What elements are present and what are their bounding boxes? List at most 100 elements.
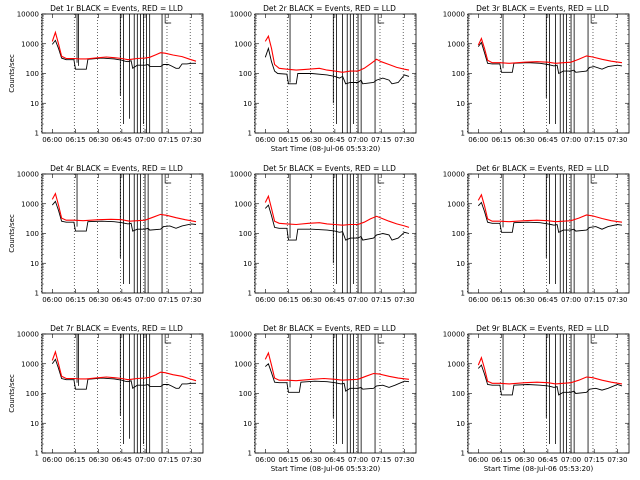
x-tick-label: 06:15 [278, 136, 298, 144]
y-axis-label: Counts/sec [8, 54, 16, 93]
x-tick-label: 07:00 [561, 136, 581, 144]
detector-panel: Det 4r BLACK = Events, RED = LLD 1 10 100 10… [0, 160, 213, 320]
x-tick-label: 06:45 [112, 136, 132, 144]
x-tick-label: 07:00 [561, 296, 581, 304]
x-tick-label: 07:15 [584, 136, 604, 144]
y-tick-label: 1000 [21, 40, 39, 48]
panel-title: Det 7r BLACK = Events, RED = LLD [50, 324, 183, 333]
x-tick-label: 06:45 [325, 456, 345, 464]
y-tick-label: 100 [26, 390, 39, 398]
y-tick-label: 10000 [230, 171, 252, 179]
x-axis-label: Start Time (08-Jul-06 05:53:20) [271, 145, 381, 153]
y-tick-label: 1000 [447, 200, 465, 208]
events-series-line [264, 204, 410, 241]
panel-svg: Det 4r BLACK = Events, RED = LLD 1 10 100 10… [8, 164, 204, 304]
flag-marker [590, 334, 598, 344]
plot-area [51, 14, 197, 133]
plot-frame [41, 13, 204, 134]
panel-title: Det 3r BLACK = Events, RED = LLD [476, 4, 609, 13]
x-tick-label: 06:15 [491, 136, 511, 144]
panel-svg: Det 1r BLACK = Events, RED = LLD 1 10 100 10… [8, 4, 204, 144]
lld-series-line [51, 192, 197, 223]
events-series-line [51, 200, 197, 232]
y-tick-label: 1 [35, 130, 39, 138]
x-tick-label: 06:00 [468, 136, 488, 144]
y-tick-label: 10 [456, 260, 465, 268]
x-tick-label: 06:00 [255, 456, 275, 464]
panel-title: Det 9r BLACK = Events, RED = LLD [476, 324, 609, 333]
flag-marker [377, 174, 385, 184]
panel-title: Det 8r BLACK = Events, RED = LLD [263, 324, 396, 333]
panel-title: Det 6r BLACK = Events, RED = LLD [476, 164, 609, 173]
y-tick-label: 10000 [230, 11, 252, 19]
x-tick-label: 06:00 [255, 296, 275, 304]
y-tick-label: 1000 [234, 360, 252, 368]
plot-frame [467, 173, 630, 294]
x-tick-label: 07:00 [561, 456, 581, 464]
x-tick-label: 06:45 [325, 296, 345, 304]
detector-panel: Det 3r BLACK = Events, RED = LLD 1 10 100 10… [426, 0, 639, 160]
lld-series-line [477, 356, 623, 385]
lld-series-line [477, 193, 623, 223]
detector-panel: Det 1r BLACK = Events, RED = LLD 1 10 100 10… [0, 0, 213, 160]
y-tick-label: 100 [239, 70, 252, 78]
x-tick-label: 06:15 [65, 136, 85, 144]
x-tick-label: 07:30 [607, 456, 627, 464]
events-series-line [51, 358, 196, 390]
y-tick-label: 100 [26, 230, 39, 238]
panel-svg: Det 2r BLACK = Events, RED = LLD 1 10 100 10… [230, 4, 417, 153]
x-tick-label: 07:00 [135, 456, 155, 464]
panel-svg: Det 7r BLACK = Events, RED = LLD 1 10 100 10… [8, 324, 204, 464]
x-tick-label: 07:15 [158, 136, 178, 144]
y-tick-label: 1 [461, 450, 465, 458]
y-tick-label: 10 [456, 100, 465, 108]
x-tick-label: 06:45 [112, 456, 132, 464]
x-tick-label: 06:00 [468, 296, 488, 304]
x-tick-label: 06:45 [538, 456, 558, 464]
x-tick-label: 07:15 [584, 296, 604, 304]
x-tick-label: 07:15 [371, 456, 391, 464]
x-tick-label: 06:30 [515, 136, 535, 144]
x-tick-label: 06:00 [42, 136, 62, 144]
events-series-line [264, 46, 410, 85]
x-tick-label: 06:30 [89, 296, 109, 304]
x-tick-label: 06:45 [538, 296, 558, 304]
x-tick-label: 07:00 [135, 136, 155, 144]
plot-frame [467, 333, 630, 454]
plot-frame [41, 173, 204, 294]
plot-area [264, 174, 410, 293]
x-tick-label: 06:30 [302, 136, 322, 144]
y-tick-label: 1 [35, 450, 39, 458]
x-tick-label: 06:15 [65, 456, 85, 464]
y-tick-label: 10000 [443, 11, 465, 19]
x-axis-label: Start Time (08-Jul-06 05:53:20) [271, 465, 381, 473]
y-tick-label: 100 [452, 70, 465, 78]
plot-frame [467, 13, 630, 134]
detector-panel: Det 2r BLACK = Events, RED = LLD 1 10 100 10… [213, 0, 426, 160]
x-tick-label: 07:30 [181, 296, 201, 304]
flag-marker [164, 14, 172, 24]
x-tick-label: 06:00 [468, 456, 488, 464]
plot-frame [41, 333, 204, 454]
detector-panel: Det 8r BLACK = Events, RED = LLD 1 10 100 10… [213, 320, 426, 480]
x-tick-label: 07:15 [158, 456, 178, 464]
lld-series-line [264, 351, 410, 382]
x-tick-label: 07:00 [135, 296, 155, 304]
x-tick-label: 07:00 [348, 296, 368, 304]
y-tick-label: 100 [239, 230, 252, 238]
x-tick-label: 06:15 [491, 296, 511, 304]
y-tick-label: 1 [248, 290, 252, 298]
lld-series-line [264, 34, 410, 73]
y-tick-label: 1000 [234, 40, 252, 48]
y-tick-label: 1000 [21, 200, 39, 208]
plot-area [51, 174, 197, 293]
plot-area [264, 14, 410, 133]
panel-svg: Det 9r BLACK = Events, RED = LLD 1 10 100 10… [443, 324, 630, 473]
x-tick-label: 07:15 [584, 456, 604, 464]
lld-series-line [477, 36, 623, 64]
y-tick-label: 1000 [234, 200, 252, 208]
x-tick-label: 06:45 [325, 136, 345, 144]
x-tick-label: 07:30 [394, 456, 414, 464]
y-tick-label: 10 [456, 420, 465, 428]
